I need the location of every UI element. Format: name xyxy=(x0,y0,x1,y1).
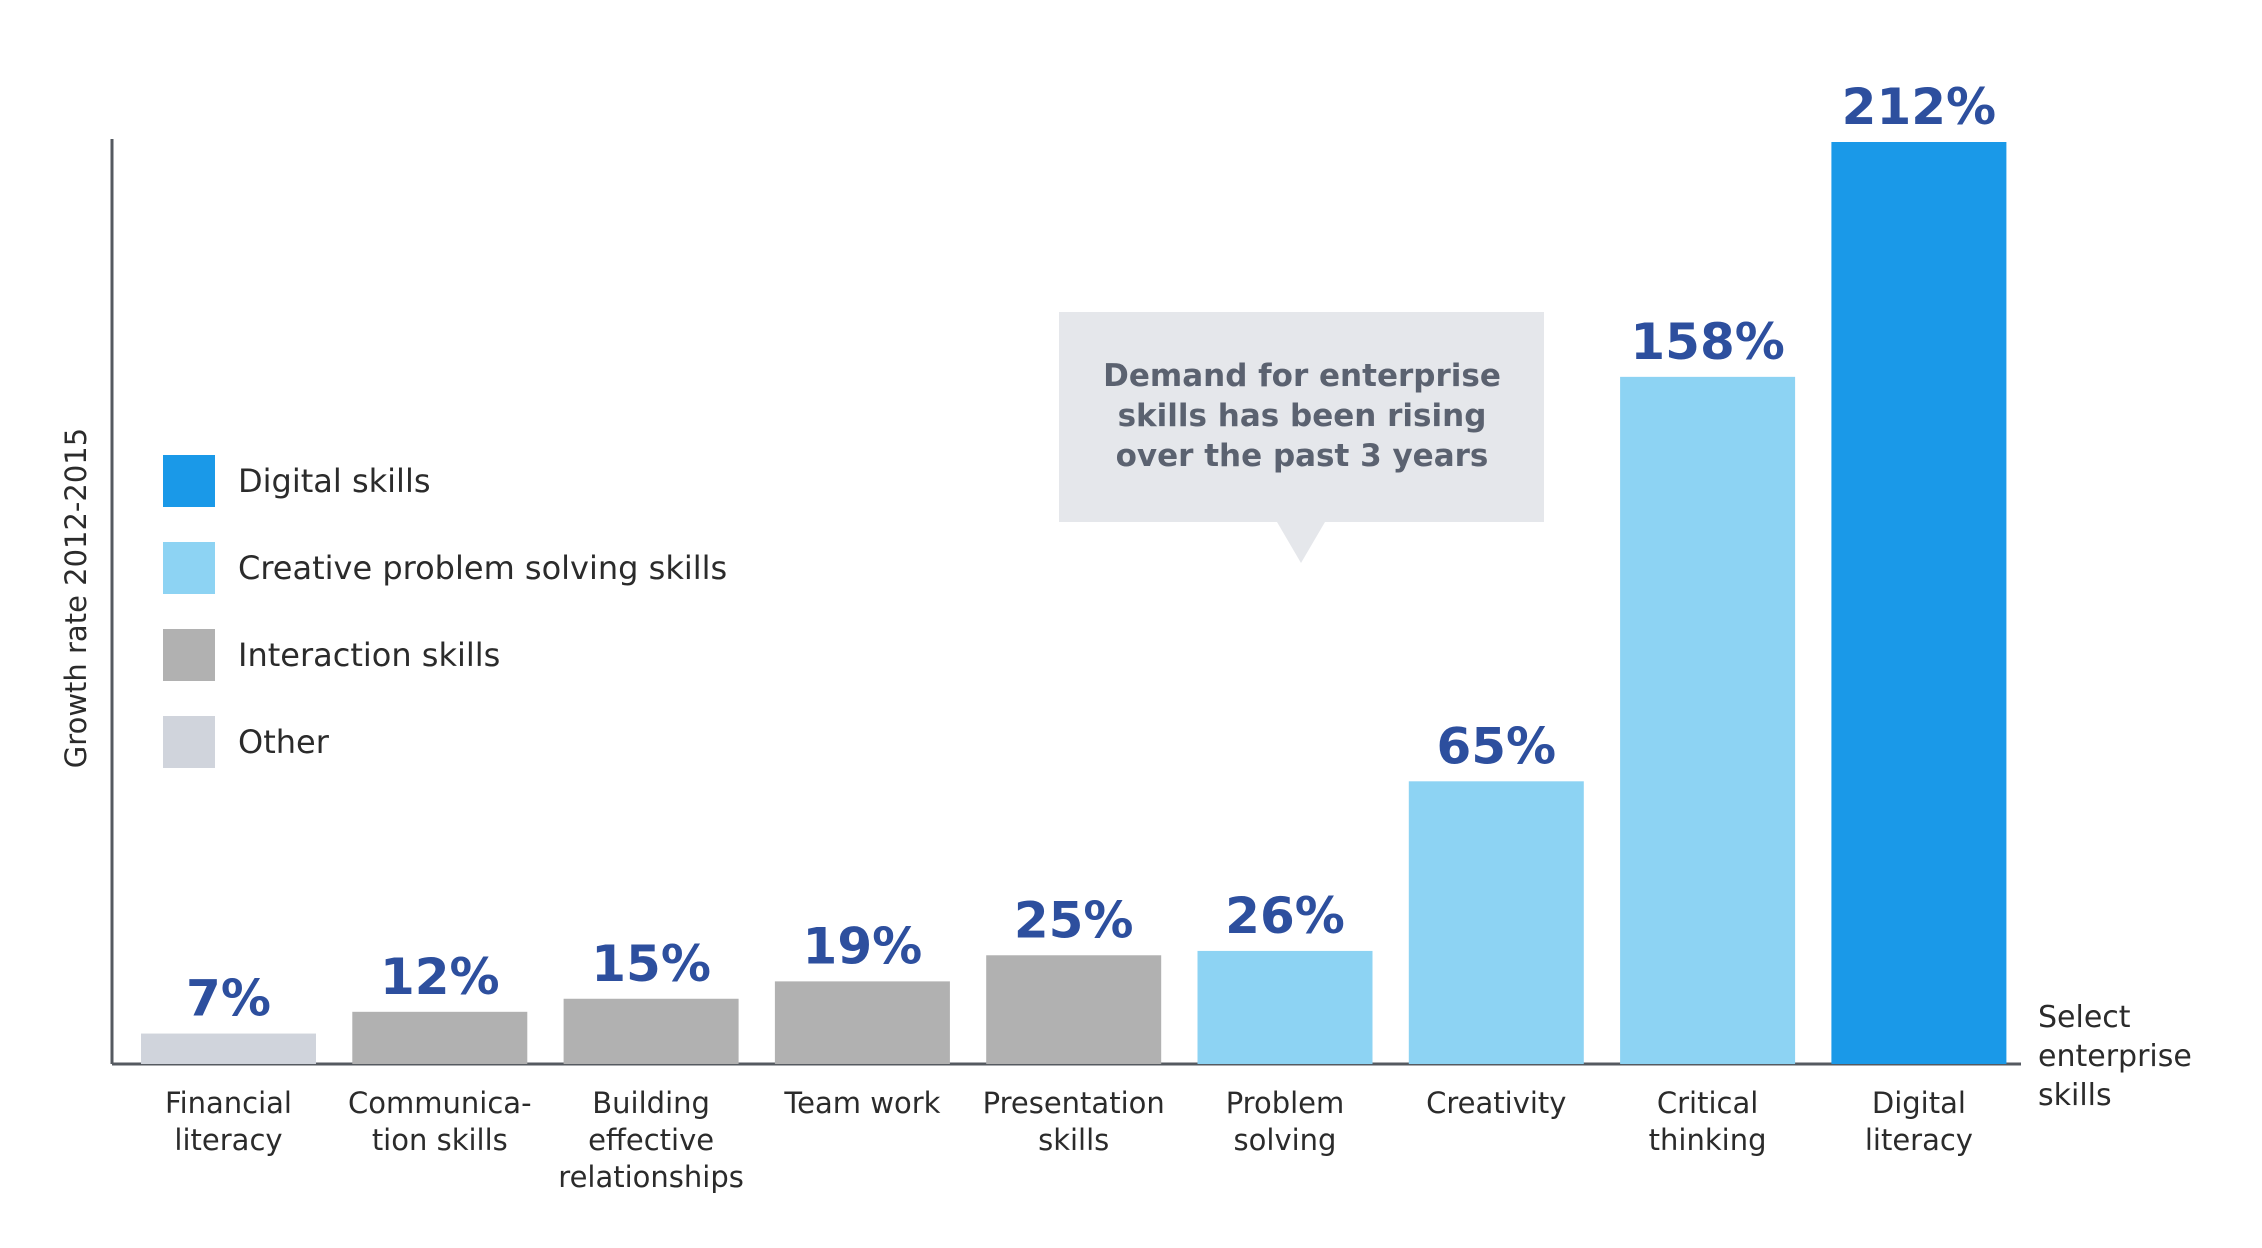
legend-label: Digital skills xyxy=(238,462,431,500)
x-tick-label: relationships xyxy=(558,1160,744,1194)
x-tick-label: literacy xyxy=(174,1123,282,1157)
x-tick-label: tion skills xyxy=(372,1123,508,1157)
bar xyxy=(986,955,1162,1064)
value-label: 65% xyxy=(1436,717,1556,775)
annotation-text: Demand for enterprise xyxy=(1103,358,1501,394)
x-tick-label: solving xyxy=(1234,1123,1337,1157)
x-tick-label: thinking xyxy=(1649,1123,1767,1157)
x-tick-label: Communica- xyxy=(348,1086,532,1120)
x-axis-label: enterprise xyxy=(2038,1039,2192,1074)
x-tick-label: effective xyxy=(588,1123,714,1157)
value-label: 25% xyxy=(1014,891,1134,949)
legend-swatch xyxy=(163,542,215,594)
bar xyxy=(352,1011,528,1064)
x-tick-label: Presentation xyxy=(983,1086,1165,1120)
bar xyxy=(774,981,950,1064)
value-label: 19% xyxy=(803,917,923,975)
annotation-text: skills has been rising xyxy=(1118,398,1487,434)
legend-label: Creative problem solving skills xyxy=(238,549,727,587)
x-tick-label: Financial xyxy=(165,1086,292,1120)
bar xyxy=(1197,950,1373,1064)
value-label: 212% xyxy=(1842,78,1996,136)
legend-swatch xyxy=(163,455,215,507)
value-label: 12% xyxy=(380,948,500,1006)
x-tick-label: Building xyxy=(592,1086,710,1120)
bar xyxy=(141,1033,316,1064)
x-tick-label: Problem xyxy=(1226,1086,1345,1120)
x-tick-label: Digital xyxy=(1872,1086,1966,1120)
legend-label: Other xyxy=(238,723,330,761)
value-label: 15% xyxy=(591,935,711,993)
bar xyxy=(563,998,739,1064)
x-tick-label: literacy xyxy=(1865,1123,1973,1157)
annotation-callout xyxy=(1059,312,1544,563)
x-tick-label: skills xyxy=(1038,1123,1109,1157)
value-label: 26% xyxy=(1225,887,1345,945)
x-axis-label: skills xyxy=(2038,1078,2112,1113)
legend-label: Interaction skills xyxy=(238,636,500,674)
x-tick-label: Creativity xyxy=(1426,1086,1566,1120)
bar xyxy=(1620,376,1796,1064)
legend-swatch xyxy=(163,629,215,681)
bar xyxy=(1408,781,1584,1064)
x-tick-label: Team work xyxy=(783,1086,940,1120)
x-tick-label: Critical xyxy=(1657,1086,1758,1120)
legend-swatch xyxy=(163,716,215,768)
y-axis-label: Growth rate 2012-2015 xyxy=(59,428,93,768)
value-label: 7% xyxy=(186,970,271,1028)
annotation-text: over the past 3 years xyxy=(1116,438,1489,474)
x-axis-label: Select xyxy=(2038,1000,2131,1035)
value-label: 158% xyxy=(1630,313,1784,371)
bar xyxy=(1831,142,2007,1064)
